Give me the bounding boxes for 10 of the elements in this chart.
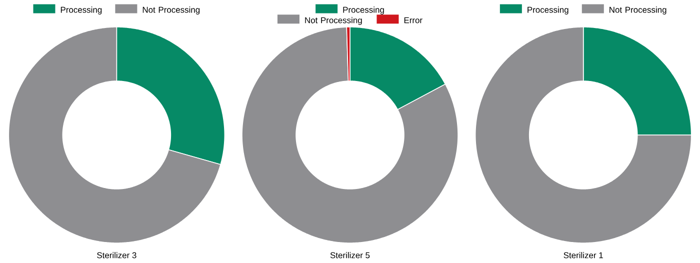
legend-label: Not Processing — [610, 6, 666, 14]
legend-label: Processing — [528, 6, 568, 14]
legend-label: Not Processing — [142, 6, 200, 14]
text: Sterilizer 1 — [564, 252, 603, 258]
legend-label: Error — [404, 17, 422, 24]
legend-label: Processing — [60, 6, 102, 14]
legend-label: Processing — [343, 6, 384, 14]
legend-label: Not Processing — [305, 17, 362, 25]
text: Sterilizer 3 — [97, 252, 136, 258]
text: Sterilizer 5 — [330, 252, 370, 258]
